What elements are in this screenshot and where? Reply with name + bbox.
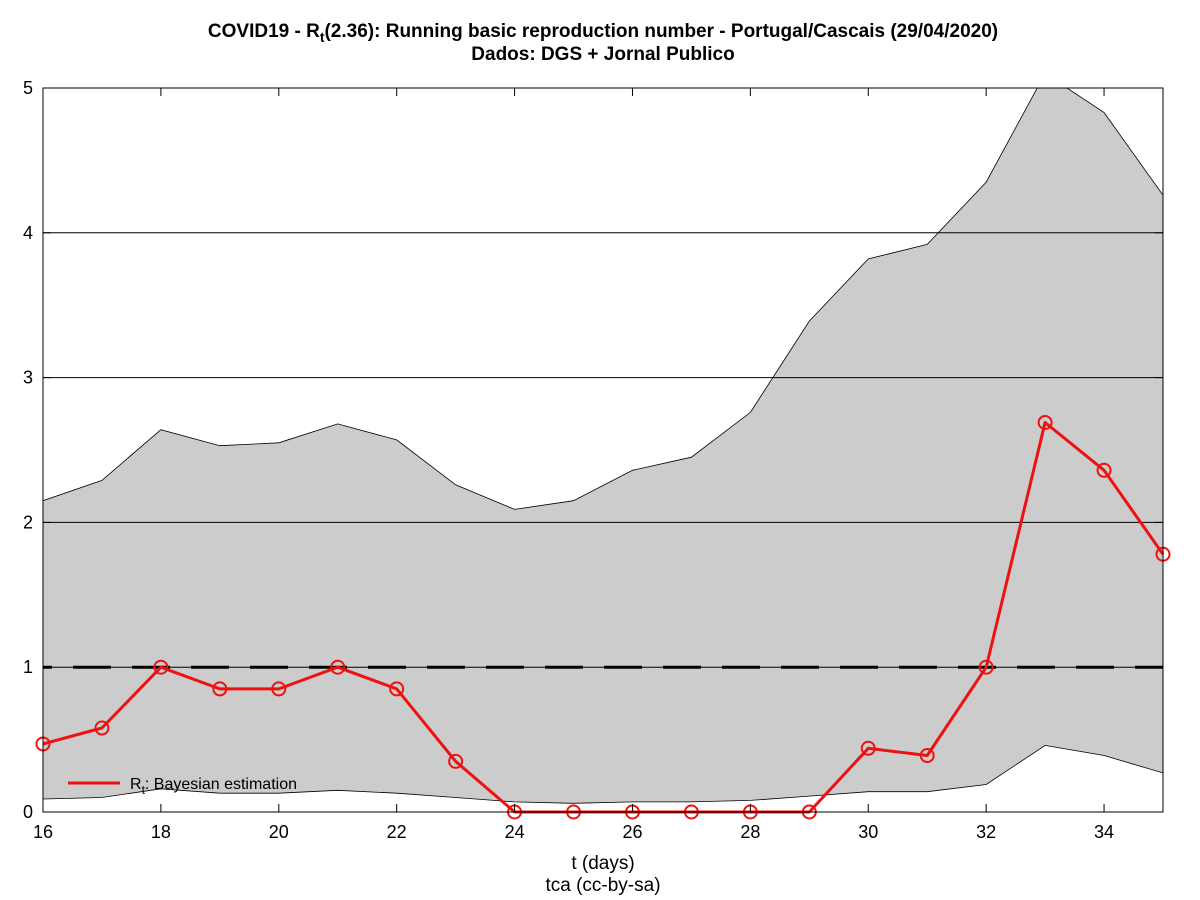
y-tick-label: 4	[23, 223, 33, 243]
x-tick-label: 30	[858, 822, 878, 842]
y-tick-label: 3	[23, 368, 33, 388]
plot-frame	[42, 87, 1164, 813]
y-tick-label: 0	[23, 802, 33, 822]
y-tick-label: 5	[23, 78, 33, 98]
chart-title-line2: Dados: DGS + Jornal Publico	[471, 44, 734, 65]
x-tick-label: 20	[269, 822, 289, 842]
data-point	[271, 681, 287, 697]
grid-lines	[43, 232, 1163, 668]
data-point	[153, 659, 169, 675]
x-tick-label: 34	[1094, 822, 1114, 842]
x-tick-label: 28	[740, 822, 760, 842]
x-tick-label: 32	[976, 822, 996, 842]
data-point	[1037, 414, 1053, 430]
x-axis-label: t (days)	[571, 853, 634, 874]
data-point	[919, 748, 935, 764]
data-point	[978, 659, 994, 675]
x-tick-label: 16	[33, 822, 53, 842]
data-point	[212, 681, 228, 697]
data-point	[860, 740, 876, 756]
legend: Rt: Bayesian estimation	[68, 776, 297, 797]
data-point	[94, 720, 110, 736]
band-upper-edge	[43, 88, 1163, 510]
band-lower-edge	[43, 744, 1163, 804]
x-tick-label: 22	[387, 822, 407, 842]
data-point	[1096, 462, 1112, 478]
data-point	[448, 753, 464, 769]
data-point	[389, 681, 405, 697]
footer-credit: tca (cc-by-sa)	[545, 875, 660, 896]
y-tick-label: 2	[23, 512, 33, 532]
y-tick-label: 1	[23, 657, 33, 677]
chart-title-line1: COVID19 - Rt(2.36): Running basic reprod…	[208, 21, 998, 45]
confidence-band	[43, 88, 1163, 804]
legend-label: Rt: Bayesian estimation	[130, 776, 297, 797]
band-area	[43, 88, 1163, 804]
x-tick-label: 18	[151, 822, 171, 842]
x-tick-label: 24	[505, 822, 525, 842]
x-tick-label: 26	[622, 822, 642, 842]
data-point	[330, 659, 346, 675]
